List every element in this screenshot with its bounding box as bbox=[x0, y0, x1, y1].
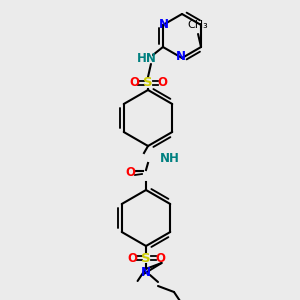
Text: O: O bbox=[129, 76, 139, 89]
Text: N: N bbox=[159, 19, 169, 32]
Text: CH₃: CH₃ bbox=[188, 20, 208, 30]
Text: O: O bbox=[157, 76, 167, 89]
Text: O: O bbox=[125, 167, 135, 179]
Text: S: S bbox=[141, 251, 151, 265]
Text: O: O bbox=[127, 251, 137, 265]
Text: N: N bbox=[176, 50, 186, 64]
Text: NH: NH bbox=[160, 152, 180, 164]
Text: N: N bbox=[141, 266, 151, 278]
Text: O: O bbox=[155, 251, 165, 265]
Text: HN: HN bbox=[137, 52, 157, 65]
Text: S: S bbox=[143, 76, 153, 89]
